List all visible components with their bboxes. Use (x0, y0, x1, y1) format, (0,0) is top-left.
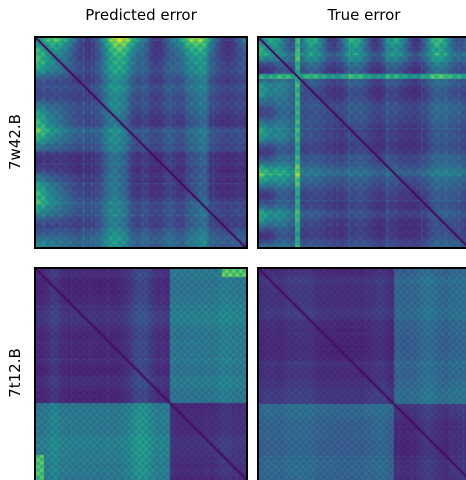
heatmap-canvas (36, 38, 246, 247)
heatmap-7t12-predicted (34, 267, 248, 480)
heatmap-7w42-predicted (34, 36, 248, 249)
heatmap-canvas (36, 269, 246, 480)
heatmap-7w42-true (257, 36, 466, 249)
row-label-7w42: 7w42.B (0, 36, 30, 248)
heatmap-canvas (259, 38, 466, 247)
row-label-7t12-text: 7t12.B (6, 348, 25, 398)
heatmap-canvas (259, 269, 466, 480)
column-title-true: True error (327, 6, 401, 24)
heatmap-7t12-true (257, 267, 466, 480)
row-label-7w42-text: 7w42.B (6, 114, 24, 170)
row-label-7t12: 7t12.B (0, 267, 30, 479)
column-title-predicted: Predicted error (85, 6, 197, 24)
